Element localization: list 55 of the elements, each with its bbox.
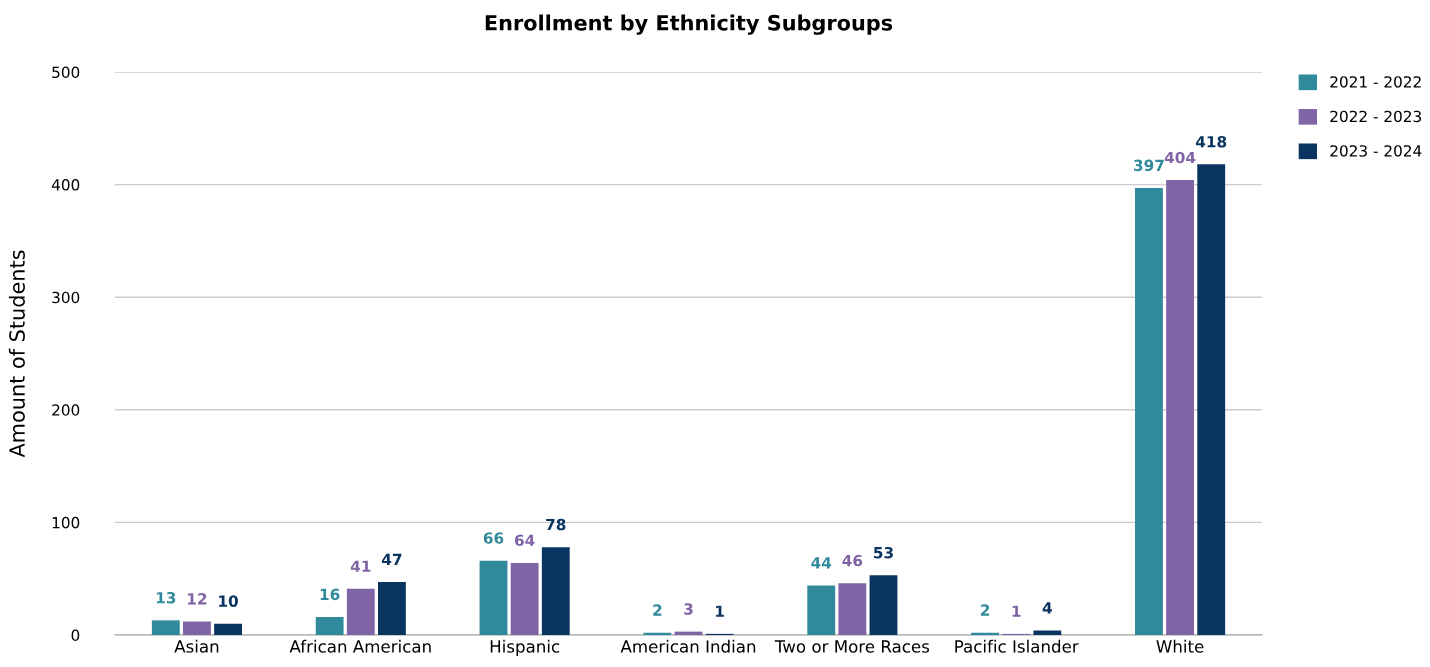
data-label: 12 — [188, 593, 207, 605]
y-tick-label: 400 — [51, 179, 80, 191]
bar — [1166, 180, 1194, 635]
legend-label: 2023 - 2024 — [1330, 145, 1422, 157]
bar — [315, 616, 344, 635]
bar — [214, 623, 242, 635]
y-tick-label: 200 — [52, 404, 80, 416]
data-label: 4 — [1042, 602, 1052, 614]
y-axis-title: Amount of Students — [8, 250, 25, 458]
x-tick-label: African American — [289, 639, 431, 653]
data-label: 13 — [156, 591, 176, 604]
x-tick-label: Two or More Races — [774, 640, 930, 653]
bar — [1033, 630, 1062, 635]
data-label: 1 — [716, 605, 724, 617]
data-label: 64 — [514, 534, 535, 547]
bar — [838, 583, 867, 635]
data-label: 66 — [483, 532, 504, 544]
y-tick-label: 0 — [71, 629, 80, 642]
bar — [377, 582, 406, 635]
data-label: 46 — [842, 554, 863, 567]
data-label: 78 — [546, 518, 566, 531]
data-label: 47 — [381, 553, 402, 566]
data-label: 404 — [1164, 151, 1196, 164]
data-label: 1 — [1012, 605, 1021, 617]
x-tick-label: American Indian — [620, 639, 756, 653]
bar — [346, 588, 375, 635]
data-label: 44 — [811, 557, 832, 569]
data-label: 3 — [684, 603, 693, 615]
y-tick-label: 100 — [52, 516, 80, 529]
data-label: 41 — [350, 560, 371, 572]
data-label: 16 — [320, 588, 340, 601]
data-label: 53 — [874, 546, 893, 559]
data-label: 2 — [980, 604, 990, 616]
y-tick-label: 300 — [52, 291, 80, 304]
bar — [869, 575, 898, 635]
bar — [807, 585, 836, 635]
bar — [479, 560, 508, 635]
bar — [541, 547, 570, 635]
legend-label: 2022 - 2023 — [1330, 110, 1422, 123]
x-tick-label: Asian — [174, 639, 219, 653]
bar — [510, 562, 539, 635]
x-tick-label: Pacific Islander — [955, 639, 1079, 653]
data-label: 418 — [1195, 135, 1227, 148]
bar — [151, 620, 180, 635]
chart-title: Enrollment by Ethnicity Subgroups — [485, 14, 893, 35]
bar — [1197, 164, 1226, 635]
data-label: 2 — [653, 604, 662, 616]
legend-label: 2021 - 2022 — [1330, 76, 1421, 88]
bar — [1135, 187, 1163, 635]
y-tick-label: 500 — [52, 66, 80, 79]
x-tick-label: Hispanic — [490, 639, 560, 656]
bar — [183, 621, 211, 635]
data-label: 10 — [219, 595, 238, 607]
data-label: 397 — [1134, 159, 1164, 172]
x-tick-label: White — [1156, 639, 1204, 653]
